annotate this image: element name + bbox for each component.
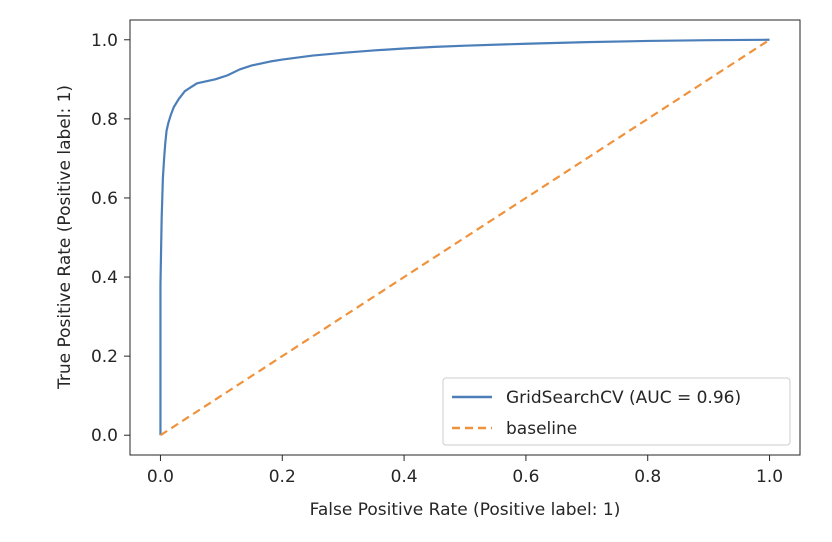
x-tick-label: 1.0 xyxy=(756,467,783,487)
x-tick-label: 0.4 xyxy=(391,467,418,487)
legend-frame xyxy=(442,377,791,446)
x-axis-label: False Positive Rate (Positive label: 1) xyxy=(310,500,621,520)
series-layer xyxy=(159,38,771,437)
y-tick-label: 0.6 xyxy=(91,189,118,209)
roc-curve-line xyxy=(159,38,770,436)
y-axis-ticks: 0.0 0.2 0.4 0.6 0.8 1.0 xyxy=(91,31,130,446)
y-tick-label: 0.4 xyxy=(91,268,118,288)
x-axis-ticks: 0.0 0.2 0.4 0.6 0.8 1.0 xyxy=(147,455,783,487)
legend: GridSearchCV (AUC = 0.96) baseline xyxy=(442,377,791,446)
x-tick-label: 0.8 xyxy=(634,467,661,487)
y-tick-label: 0.0 xyxy=(91,426,118,446)
x-tick-label: 0.0 xyxy=(147,467,174,487)
x-tick-label: 0.2 xyxy=(269,467,296,487)
y-axis-label: True Positive Rate (Positive label: 1) xyxy=(55,85,75,390)
legend-label-baseline: baseline xyxy=(506,419,577,439)
baseline-line xyxy=(159,38,771,437)
legend-label-gridsearchcv: GridSearchCV (AUC = 0.96) xyxy=(506,388,741,408)
y-tick-label: 0.2 xyxy=(91,347,118,367)
x-tick-label: 0.6 xyxy=(512,467,539,487)
y-tick-label: 1.0 xyxy=(91,31,118,51)
y-tick-label: 0.8 xyxy=(91,110,118,130)
